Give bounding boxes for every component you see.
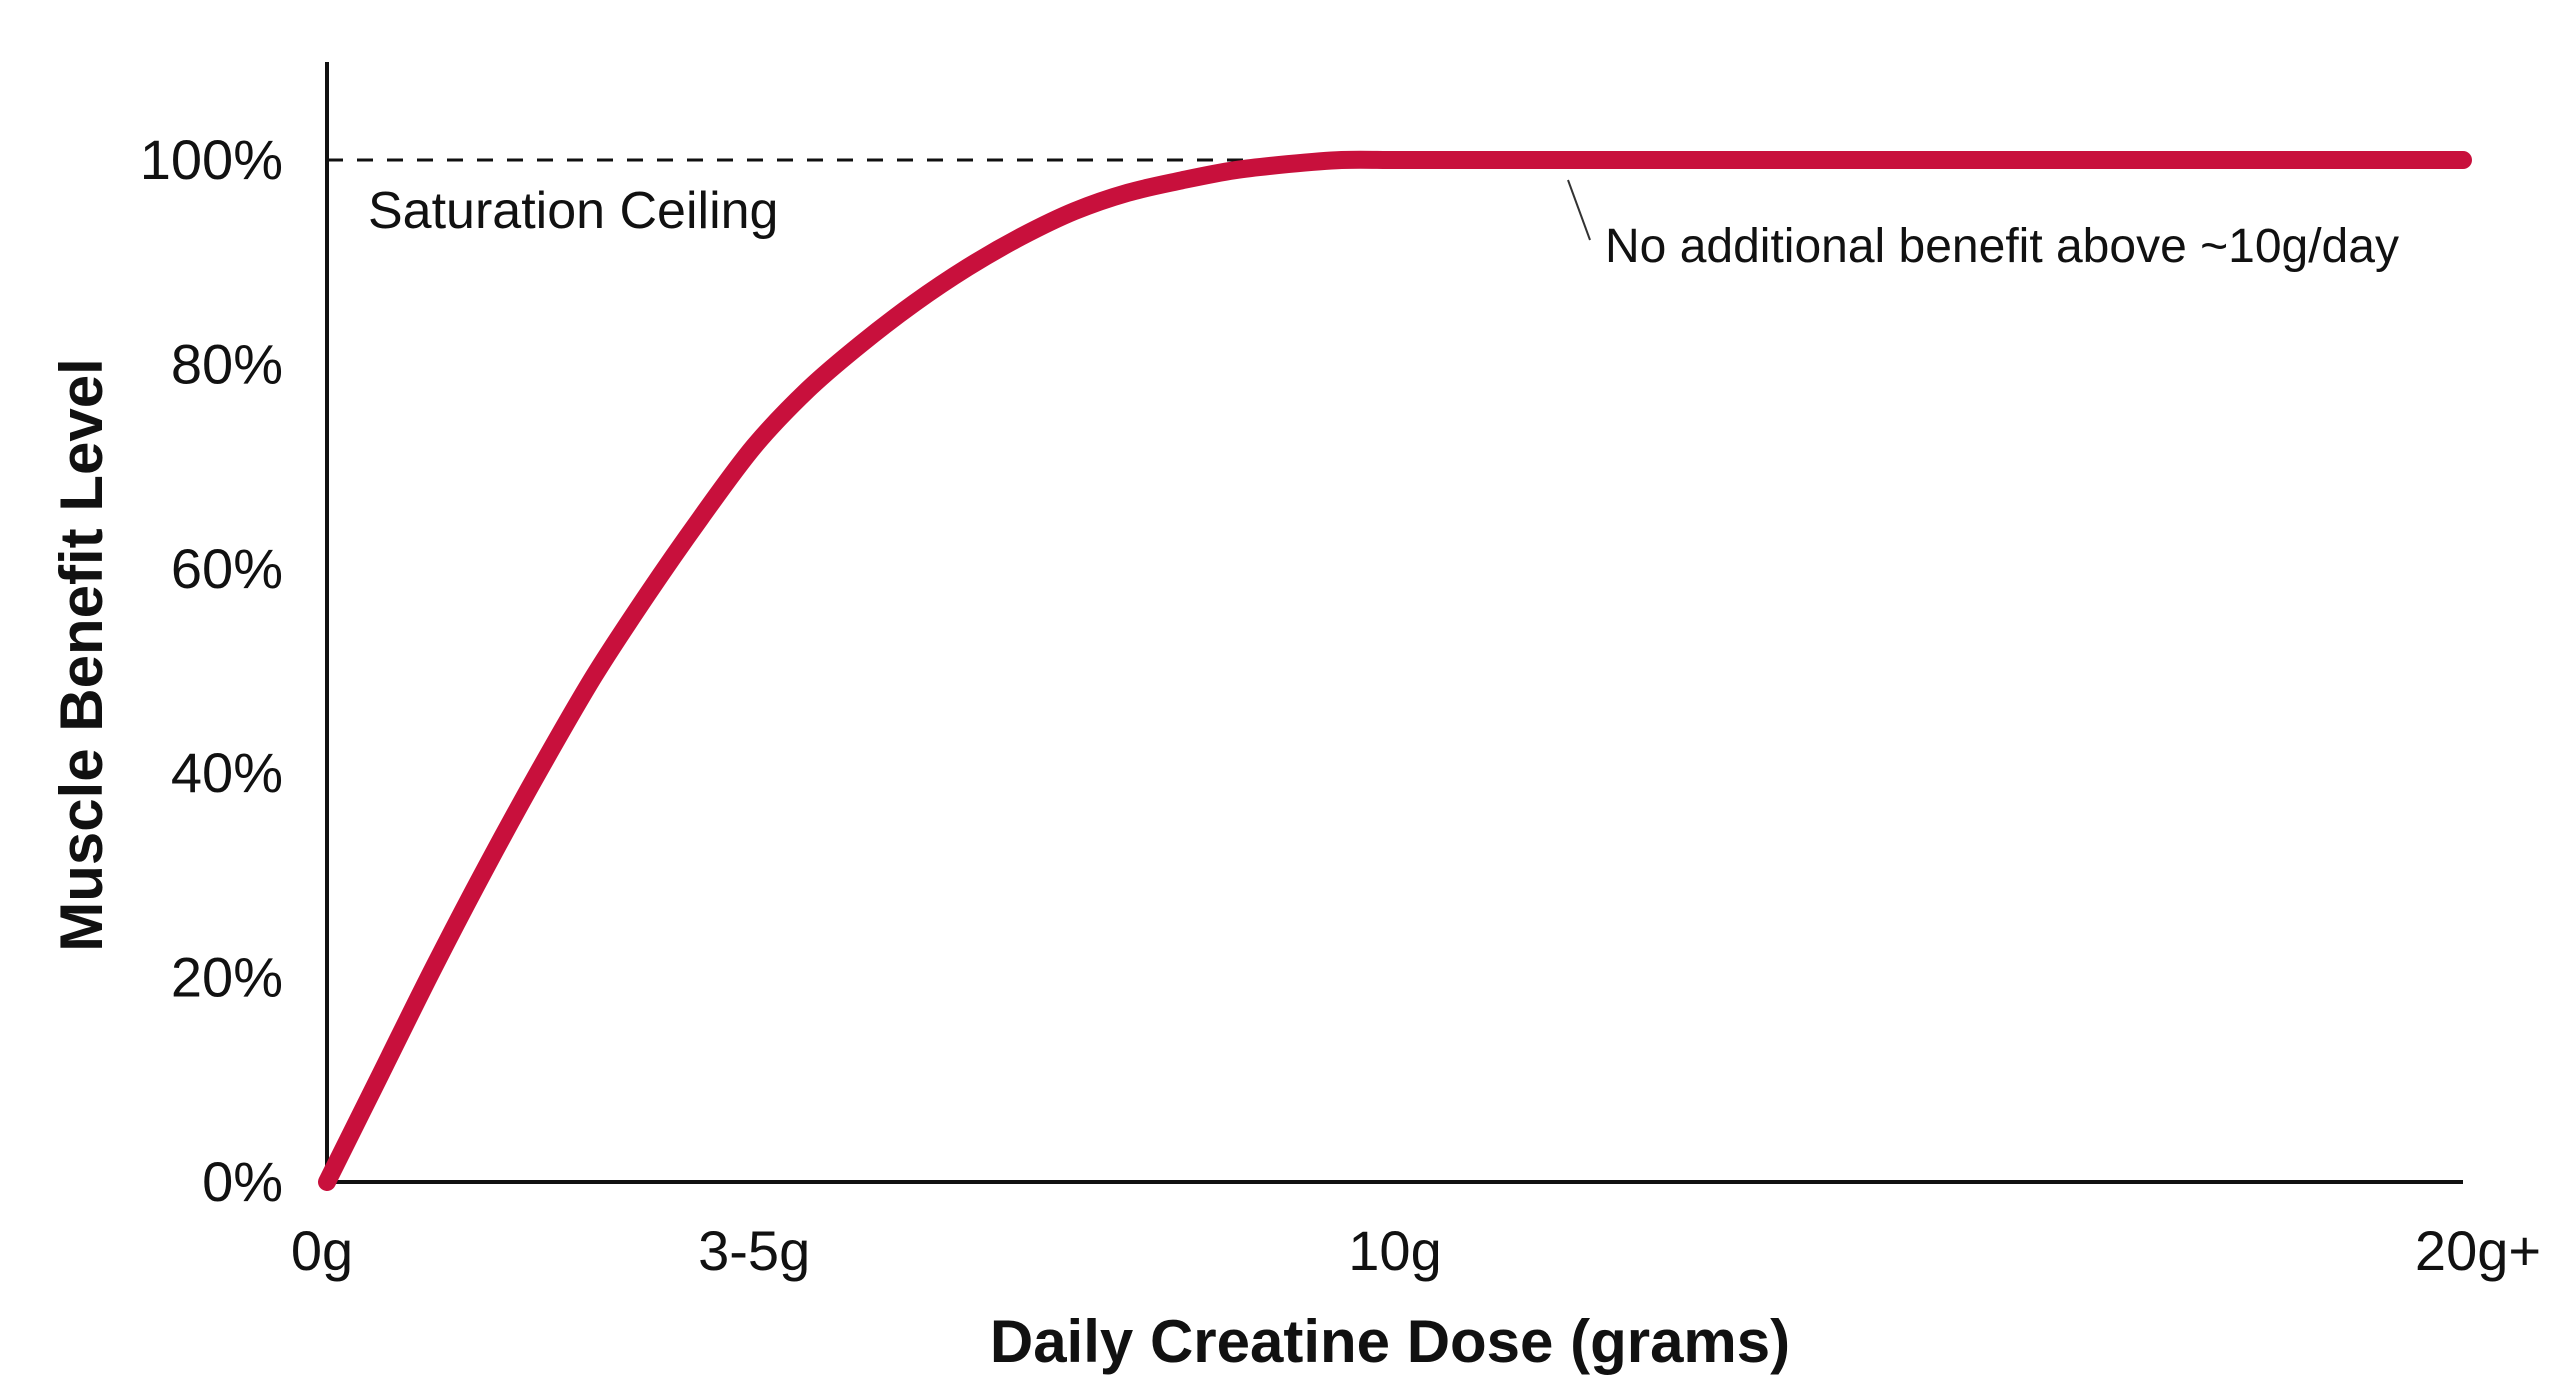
- x-tick-label: 0g: [291, 1219, 353, 1282]
- annotation-group: No additional benefit above ~10g/day: [1567, 179, 2399, 273]
- y-tick-label: 60%: [171, 537, 283, 600]
- series-line-0: [318, 150, 2472, 1191]
- y-tick-labels: 0% 20% 40% 60% 80% 100%: [140, 128, 283, 1213]
- x-tick-labels: 0g 3-5g 10g 20g+: [291, 1219, 2541, 1282]
- y-tick-label: 0%: [202, 1150, 283, 1213]
- y-axis-title: Muscle Benefit Level: [48, 358, 115, 952]
- x-tick-label: 3-5g: [698, 1219, 810, 1282]
- reference-line-group: Saturation Ceiling: [327, 158, 1520, 240]
- series-group: [318, 150, 2472, 1191]
- annotation-text: No additional benefit above ~10g/day: [1605, 220, 2399, 273]
- x-tick-label: 20g+: [2415, 1219, 2541, 1282]
- y-tick-label: 80%: [171, 332, 283, 395]
- axes: [325, 62, 2463, 1184]
- y-tick-label: 40%: [171, 741, 283, 804]
- y-tick-label: 20%: [171, 946, 283, 1009]
- annotation-leader-line: [1567, 179, 1591, 241]
- x-axis-title: Daily Creatine Dose (grams): [990, 1308, 1790, 1375]
- y-tick-label: 100%: [140, 128, 283, 191]
- x-tick-label: 10g: [1348, 1219, 1441, 1282]
- reference-line-label: Saturation Ceiling: [368, 182, 778, 240]
